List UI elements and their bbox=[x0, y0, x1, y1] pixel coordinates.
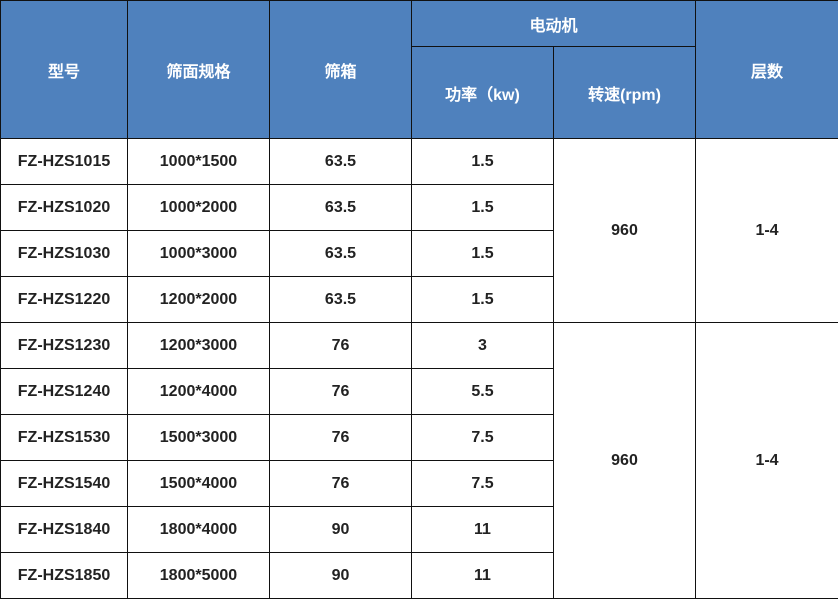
cell-model: FZ-HZS1230 bbox=[0, 322, 128, 369]
cell-power: 1.5 bbox=[411, 138, 554, 185]
cell-spec: 1200*3000 bbox=[127, 322, 270, 369]
cell-box: 63.5 bbox=[269, 138, 412, 185]
table-row: FZ-HZS1015 1000*1500 63.5 1.5 960 1-4 bbox=[0, 138, 838, 323]
table-row: FZ-HZS1240 1200*4000 76 5.5 bbox=[0, 368, 838, 415]
cell-box: 76 bbox=[269, 414, 412, 461]
cell-speed: 960 bbox=[552, 138, 697, 323]
cell-box: 90 bbox=[269, 552, 412, 599]
cell-speed: 960 bbox=[552, 322, 697, 599]
cell-model: FZ-HZS1220 bbox=[0, 276, 128, 323]
header-model: 型号 bbox=[0, 0, 128, 139]
cell-layers: 1-4 bbox=[695, 322, 838, 599]
cell-power: 11 bbox=[411, 506, 554, 553]
cell-model: FZ-HZS1530 bbox=[0, 414, 128, 461]
cell-power: 5.5 bbox=[411, 368, 554, 415]
cell-box: 63.5 bbox=[269, 184, 412, 231]
table-row: FZ-HZS1530 1500*3000 76 7.5 bbox=[0, 414, 838, 461]
header-layers: 层数 bbox=[695, 0, 838, 139]
cell-box: 63.5 bbox=[269, 276, 412, 323]
table-row: FZ-HZS1220 1200*2000 63.5 1.5 bbox=[0, 276, 838, 323]
table-row: FZ-HZS1540 1500*4000 76 7.5 bbox=[0, 460, 838, 507]
cell-model: FZ-HZS1020 bbox=[0, 184, 128, 231]
cell-model: FZ-HZS1840 bbox=[0, 506, 128, 553]
cell-spec: 1000*3000 bbox=[127, 230, 270, 277]
cell-spec: 1200*4000 bbox=[127, 368, 270, 415]
cell-model: FZ-HZS1540 bbox=[0, 460, 128, 507]
header-motor: 电动机 bbox=[410, 0, 697, 47]
cell-spec: 1800*5000 bbox=[127, 552, 270, 599]
header-screen-spec: 筛面规格 bbox=[127, 0, 270, 139]
table-row: FZ-HZS1030 1000*3000 63.5 1.5 bbox=[0, 230, 838, 277]
table-row: FZ-HZS1020 1000*2000 63.5 1.5 bbox=[0, 184, 838, 231]
cell-box: 76 bbox=[269, 368, 412, 415]
cell-power: 3 bbox=[411, 322, 554, 369]
cell-box: 76 bbox=[269, 322, 412, 369]
header-screen-box: 筛箱 bbox=[269, 0, 412, 139]
cell-power: 11 bbox=[411, 552, 554, 599]
cell-spec: 1500*4000 bbox=[127, 460, 270, 507]
table-row: FZ-HZS1230 1200*3000 76 3 960 1-4 bbox=[0, 322, 838, 599]
cell-power: 1.5 bbox=[411, 276, 554, 323]
cell-power: 7.5 bbox=[411, 460, 554, 507]
cell-box: 90 bbox=[269, 506, 412, 553]
table-body: FZ-HZS1015 1000*1500 63.5 1.5 960 1-4 FZ-HZS10… bbox=[0, 138, 838, 599]
cell-power: 1.5 bbox=[411, 184, 554, 231]
cell-model: FZ-HZS1240 bbox=[0, 368, 128, 415]
cell-spec: 1000*1500 bbox=[127, 138, 270, 185]
cell-box: 76 bbox=[269, 460, 412, 507]
cell-spec: 1500*3000 bbox=[127, 414, 270, 461]
cell-spec: 1800*4000 bbox=[127, 506, 270, 553]
cell-layers: 1-4 bbox=[695, 138, 838, 323]
table-row: FZ-HZS1850 1800*5000 90 11 bbox=[0, 552, 838, 599]
cell-power: 1.5 bbox=[411, 230, 554, 277]
cell-model: FZ-HZS1030 bbox=[0, 230, 128, 277]
cell-model: FZ-HZS1850 bbox=[0, 552, 128, 599]
cell-spec: 1200*2000 bbox=[127, 276, 270, 323]
cell-power: 7.5 bbox=[411, 414, 554, 461]
cell-spec: 1000*2000 bbox=[127, 184, 270, 231]
header-speed: 转速(rpm) bbox=[552, 46, 697, 139]
cell-model: FZ-HZS1015 bbox=[0, 138, 128, 185]
header-power: 功率（kw) bbox=[411, 46, 554, 139]
cell-box: 63.5 bbox=[269, 230, 412, 277]
table-row: FZ-HZS1840 1800*4000 90 11 bbox=[0, 506, 838, 553]
